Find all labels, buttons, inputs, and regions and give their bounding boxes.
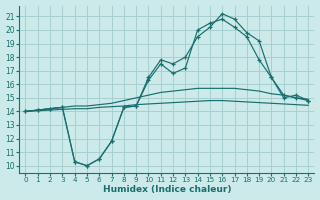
- X-axis label: Humidex (Indice chaleur): Humidex (Indice chaleur): [103, 185, 231, 194]
